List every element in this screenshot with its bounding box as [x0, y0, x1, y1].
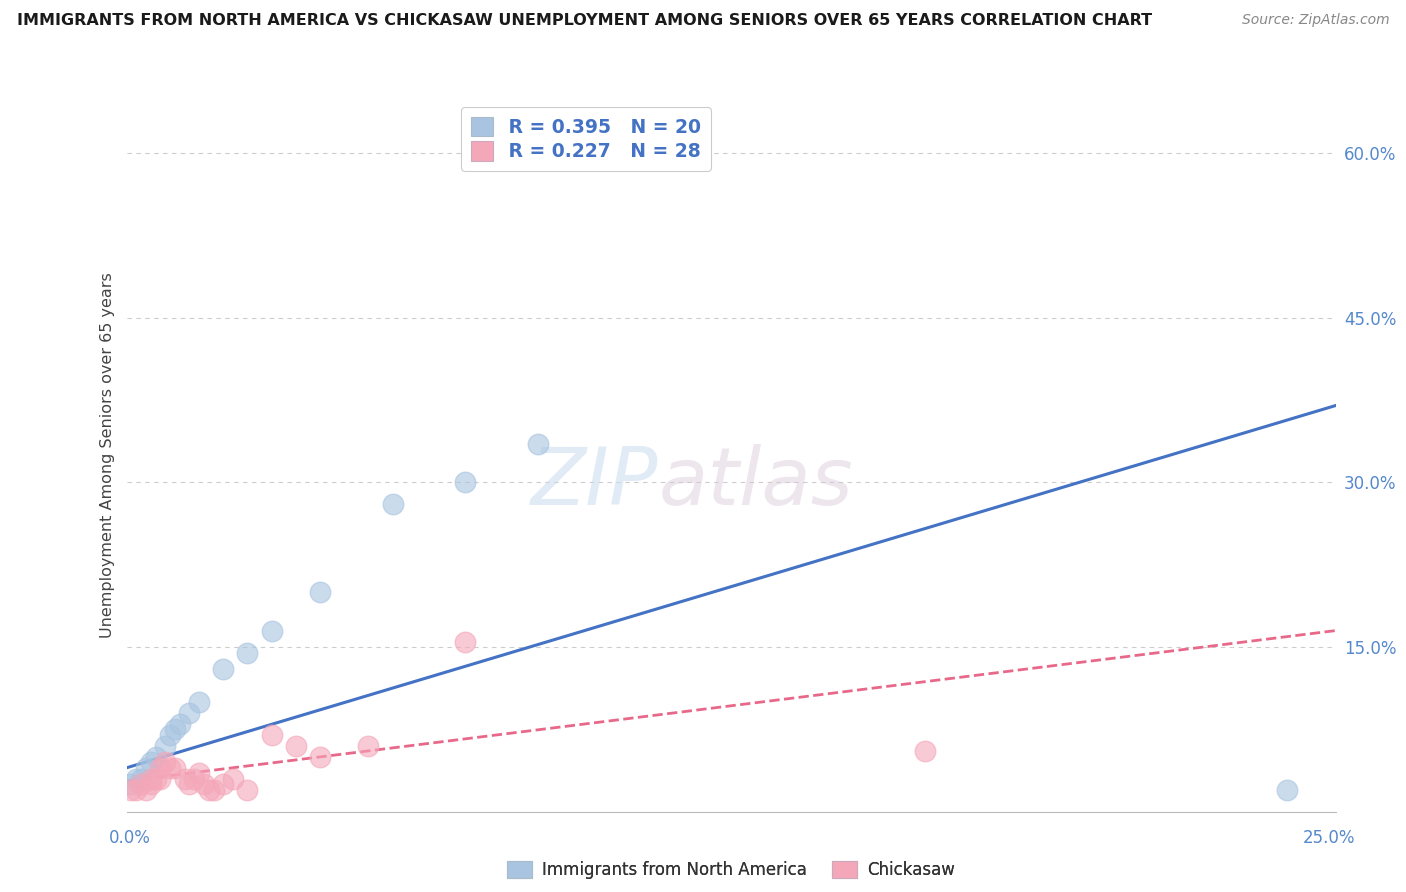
Point	[149, 772, 172, 786]
Point	[197, 782, 219, 797]
Point	[173, 772, 195, 786]
Point	[236, 646, 259, 660]
Point	[129, 777, 152, 791]
Text: 0.0%: 0.0%	[108, 829, 150, 847]
Point	[149, 761, 172, 775]
Legend: Immigrants from North America, Chickasaw: Immigrants from North America, Chickasaw	[501, 854, 962, 886]
Point	[357, 739, 380, 753]
Point	[284, 739, 307, 753]
Point	[120, 777, 142, 791]
Point	[120, 782, 142, 797]
Point	[145, 772, 167, 786]
Text: IMMIGRANTS FROM NORTH AMERICA VS CHICKASAW UNEMPLOYMENT AMONG SENIORS OVER 65 YE: IMMIGRANTS FROM NORTH AMERICA VS CHICKAS…	[17, 13, 1152, 29]
Point	[159, 761, 181, 775]
Point	[135, 761, 157, 775]
Point	[155, 739, 177, 753]
Point	[260, 624, 283, 638]
Point	[129, 772, 152, 786]
Point	[125, 782, 148, 797]
Point	[155, 756, 177, 770]
Point	[309, 585, 332, 599]
Point	[1277, 782, 1299, 797]
Point	[193, 777, 215, 791]
Point	[381, 497, 404, 511]
Y-axis label: Unemployment Among Seniors over 65 years: Unemployment Among Seniors over 65 years	[100, 272, 115, 638]
Point	[188, 766, 211, 780]
Text: atlas: atlas	[658, 444, 853, 523]
Point	[526, 437, 548, 451]
Point	[222, 772, 245, 786]
Text: 25.0%: 25.0%	[1302, 829, 1355, 847]
Point	[236, 782, 259, 797]
Point	[179, 706, 201, 720]
Point	[139, 772, 162, 786]
Point	[454, 475, 477, 490]
Point	[139, 777, 162, 791]
Point	[309, 749, 332, 764]
Point	[169, 717, 191, 731]
Text: ZIP: ZIP	[531, 444, 658, 523]
Point	[183, 772, 205, 786]
Text: Source: ZipAtlas.com: Source: ZipAtlas.com	[1241, 13, 1389, 28]
Point	[454, 634, 477, 648]
Point	[212, 662, 235, 676]
Point	[914, 744, 936, 758]
Point	[188, 695, 211, 709]
Point	[212, 777, 235, 791]
Point	[163, 761, 186, 775]
Point	[202, 782, 225, 797]
Point	[159, 728, 181, 742]
Point	[163, 723, 186, 737]
Point	[179, 777, 201, 791]
Point	[135, 782, 157, 797]
Point	[260, 728, 283, 742]
Point	[125, 772, 148, 786]
Point	[145, 749, 167, 764]
Point	[139, 756, 162, 770]
